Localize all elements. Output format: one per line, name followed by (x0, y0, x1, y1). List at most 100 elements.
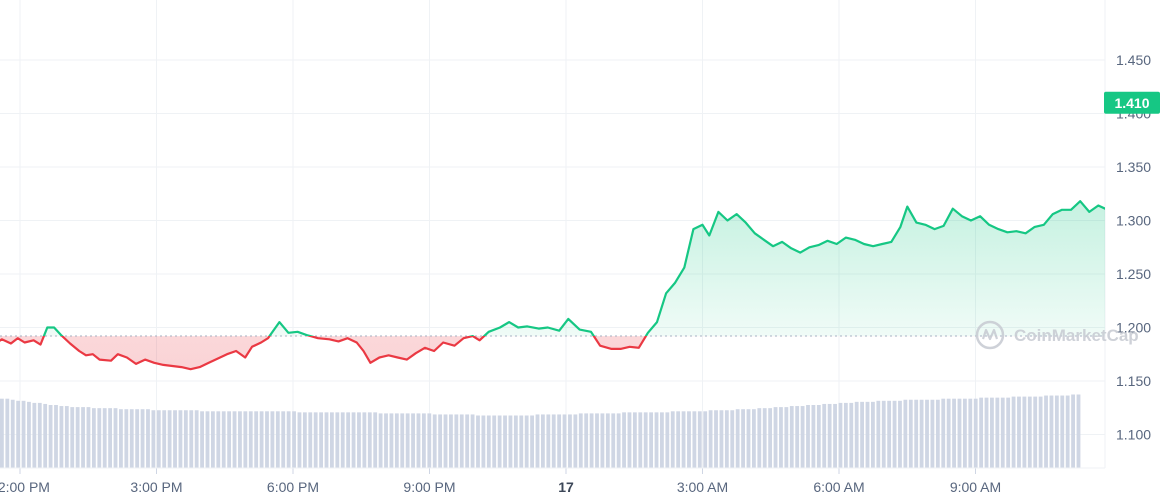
volume-bar (5, 398, 10, 468)
volume-bar (968, 398, 973, 468)
volume-bar (1049, 395, 1054, 468)
price-area-up (43, 201, 1105, 337)
y-tick-label: 1.100 (1116, 427, 1151, 443)
volume-bar (27, 401, 31, 468)
volume-bar (21, 400, 26, 468)
volume-bar (654, 412, 659, 468)
volume-bar (281, 411, 286, 468)
volume-bar (843, 402, 848, 468)
volume-bar (503, 415, 507, 468)
volume-bar (140, 409, 145, 468)
volume-bar (416, 413, 421, 468)
volume-bar (622, 412, 626, 468)
volume-bar (551, 414, 556, 468)
volume-bar (865, 401, 870, 468)
volume-bar (146, 409, 150, 468)
volume-bar (129, 409, 134, 468)
volume-bar (773, 407, 778, 468)
volume-bar (665, 412, 670, 468)
volume-bar (838, 402, 843, 468)
volume-bar (1000, 397, 1005, 468)
volume-bar (811, 405, 816, 468)
volume-bar (432, 414, 437, 468)
volume-bar (1022, 396, 1027, 468)
volume-bar (124, 409, 129, 468)
volume-bar (167, 410, 172, 468)
volume-bar (384, 413, 388, 468)
volume-bar (670, 411, 675, 468)
volume-bar (248, 411, 253, 468)
y-tick-label: 1.150 (1116, 373, 1151, 389)
current-price-label: 1.410 (1114, 95, 1149, 111)
price-line (0, 200, 1105, 371)
volume-bar (43, 403, 48, 468)
volume-bar (151, 410, 156, 468)
volume-bar (210, 411, 215, 468)
coinmarketcap-logo-icon (975, 320, 1005, 350)
volume-bar (313, 412, 318, 468)
volume-bar (259, 411, 264, 468)
volume-bar (881, 400, 886, 468)
volume-bar (714, 410, 718, 468)
current-price-badge: 1.410 (1104, 91, 1160, 114)
volume-bar (16, 400, 21, 468)
volume-bar (340, 412, 345, 468)
volume-bar (265, 411, 269, 468)
price-area (0, 201, 1105, 370)
volume-bar (486, 415, 491, 468)
volume-bar (530, 415, 534, 468)
volume-bar (91, 408, 96, 468)
volume-bar (470, 414, 475, 468)
volume-bar (568, 414, 572, 468)
volume-bar (1060, 395, 1065, 468)
volume-bar (1006, 397, 1011, 468)
volume-bar (638, 412, 643, 468)
volume-bar (925, 399, 929, 468)
y-tick-label: 1.450 (1116, 52, 1151, 68)
volume-bar (795, 406, 800, 468)
x-tick-label: 9:00 PM (403, 479, 455, 495)
volume-bar (903, 399, 908, 468)
volume-bar (438, 414, 443, 468)
volume-bar (762, 408, 767, 468)
volume-bar (427, 413, 432, 468)
volume-bar (935, 399, 940, 468)
volume-bar (75, 407, 80, 468)
coinmarketcap-watermark: CoinMarketCap (975, 320, 1139, 350)
volume-bar (292, 411, 296, 468)
volume-bar (697, 411, 702, 468)
volume-bar (162, 410, 167, 468)
volume-bar (833, 403, 837, 468)
volume-bar (914, 399, 919, 468)
volume-bar (519, 415, 524, 468)
volume-bar (243, 411, 248, 468)
price-line-up (42, 200, 1105, 337)
volume-bar (789, 406, 794, 468)
volume-bar (173, 410, 177, 468)
volume-bar (643, 412, 648, 468)
volume-bar (660, 412, 664, 468)
x-tick-label: 12:00 PM (0, 479, 50, 495)
volume-bar (735, 409, 740, 468)
volume-bar (286, 411, 291, 468)
volume-bar (757, 408, 762, 468)
volume-bar (0, 398, 4, 468)
volume-bar (724, 410, 729, 468)
volume-bar (1065, 395, 1070, 468)
volume-bar (1033, 396, 1038, 468)
volume-bar (378, 413, 383, 468)
volume-bar (995, 397, 1000, 468)
volume-bar (746, 409, 751, 468)
volume-bar (64, 406, 69, 468)
watermark-text: CoinMarketCap (1014, 326, 1139, 345)
volume-bar (822, 403, 827, 468)
volume-bar (806, 405, 810, 468)
volume-bar (611, 413, 616, 468)
x-tick-label: 3:00 PM (130, 479, 182, 495)
price-area-down (0, 336, 1105, 370)
volume-bar (930, 399, 935, 468)
volume-bar (357, 412, 361, 468)
volume-bar (573, 414, 578, 468)
